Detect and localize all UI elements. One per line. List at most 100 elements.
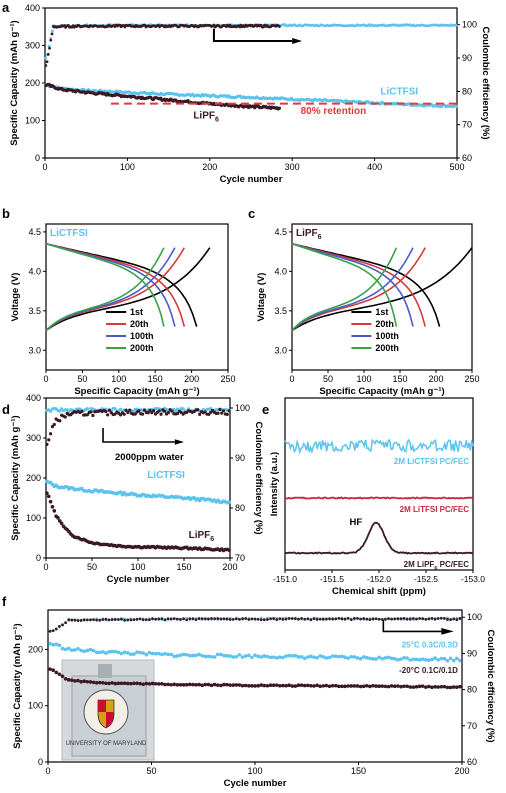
lipf6-ce-point	[85, 413, 89, 417]
lowtemp-ce-point	[148, 618, 151, 622]
rt-capacity-point	[380, 656, 385, 661]
lowtemp-ce-point	[384, 617, 387, 621]
lipf6-ce-point	[80, 409, 84, 414]
lowtemp-ce-point	[284, 617, 288, 621]
rt-label: 25°C 0.3C/0.3D	[402, 641, 458, 650]
rt-capacity-point	[125, 651, 130, 655]
y-tick-label: 300	[25, 41, 40, 51]
discharge-curve	[45, 242, 186, 327]
rt-capacity-point	[442, 656, 447, 661]
lowtemp-capacity-point	[324, 683, 329, 688]
lowtemp-capacity-point	[212, 682, 217, 687]
lowtemp-capacity-point	[187, 682, 192, 687]
lowtemp-capacity-point	[299, 683, 304, 687]
y2-tick-label: 100	[467, 612, 482, 622]
lowtemp-ce-point	[290, 617, 294, 620]
lowtemp-ce-point	[244, 617, 248, 620]
rt-capacity-point	[340, 654, 344, 659]
discharge-curve	[291, 242, 398, 327]
lowtemp-capacity-point	[259, 683, 264, 687]
discharge-curve	[45, 242, 176, 327]
lowtemp-ce-point	[256, 617, 260, 621]
lowtemp-capacity-point	[420, 684, 425, 688]
panel-f: 0 50 100 150 200 0 100 200 Cycle number Specific …	[12, 609, 496, 789]
lowtemp-capacity-point	[430, 685, 434, 690]
rt-capacity-point	[256, 654, 260, 659]
rt-capacity-point	[284, 654, 288, 658]
rt-capacity-point	[234, 655, 239, 659]
lowtemp-ce-point	[48, 629, 52, 633]
y-tick-label: 0	[35, 153, 40, 163]
y-tick-label: 0	[36, 553, 41, 563]
lowtemp-ce-point	[321, 617, 325, 621]
lowtemp-ce-point	[458, 617, 462, 620]
lowtemp-ce-point	[231, 617, 235, 621]
rt-capacity-point	[94, 650, 99, 655]
x-tick-label: 0	[45, 766, 50, 776]
arrow-head-icon	[174, 439, 184, 445]
rt-capacity-point	[281, 655, 285, 660]
lowtemp-capacity-point	[361, 684, 366, 689]
lowtemp-capacity-point	[107, 681, 111, 686]
lowtemp-ce-point	[213, 617, 217, 621]
x-tick-label: 0	[42, 162, 47, 172]
lipf6-ce-point	[227, 409, 231, 413]
lowtemp-capacity-point	[66, 678, 71, 682]
rt-capacity-point	[166, 652, 170, 657]
plot-frame	[284, 397, 474, 571]
rt-capacity-point	[287, 653, 291, 658]
y-axis-label: Voltage (V)	[256, 273, 267, 322]
photo-caption: UNIVERSITY OF MARYLAND	[66, 741, 147, 747]
lowtemp-capacity-point	[147, 682, 152, 686]
lowtemp-ce-point	[200, 617, 204, 621]
rt-capacity-point	[333, 654, 338, 659]
lowtemp-capacity-point	[169, 682, 173, 687]
lowtemp-ce-point	[151, 617, 154, 621]
rt-capacity-point	[122, 650, 127, 655]
x-tick-label: 150	[351, 766, 366, 776]
x-tick-label: 200	[184, 374, 199, 384]
lowtemp-capacity-point	[337, 684, 341, 689]
rt-capacity-point	[246, 653, 251, 658]
x-tick-label: 0	[289, 374, 294, 384]
lowtemp-capacity-point	[222, 682, 226, 687]
lowtemp-ce-point	[144, 618, 148, 622]
shield-quarter	[106, 712, 114, 728]
lowtemp-ce-point	[185, 618, 189, 622]
lowtemp-capacity-point	[129, 681, 133, 686]
rt-capacity-point	[293, 653, 298, 658]
lowtemp-capacity-point	[144, 681, 149, 686]
lowtemp-capacity-point	[402, 684, 406, 689]
x-tick-label: 200	[428, 374, 443, 384]
y-axis-label: Intensity (a.u.)	[269, 452, 280, 516]
lowtemp-ce-point	[415, 617, 418, 621]
lipf6-ce-point	[218, 407, 222, 412]
rt-capacity-point	[278, 655, 282, 659]
lowtemp-ce-point	[331, 617, 335, 621]
lowtemp-ce-point	[293, 617, 297, 621]
lowtemp-ce-point	[70, 618, 74, 622]
lowtemp-ce-point	[138, 617, 142, 621]
rt-capacity-point	[54, 642, 59, 647]
lowtemp-ce-point	[297, 617, 300, 621]
lowtemp-capacity-point	[135, 681, 139, 686]
lowtemp-ce-point	[349, 618, 353, 622]
lowtemp-capacity-point	[150, 681, 155, 686]
lowtemp-ce-point	[266, 618, 269, 621]
lowtemp-ce-point	[362, 617, 366, 620]
lowtemp-ce-point	[312, 617, 316, 621]
lowtemp-ce-point	[73, 618, 77, 622]
lowtemp-ce-point	[238, 617, 241, 621]
lowtemp-capacity-point	[113, 681, 118, 686]
spectrum-label: 2M LiTFSI PC/FEC	[400, 505, 470, 514]
lowtemp-ce-point	[182, 617, 185, 621]
lowtemp-capacity-point	[262, 683, 267, 688]
rt-capacity-point	[222, 653, 226, 658]
lowtemp-ce-point	[216, 617, 220, 620]
rt-capacity-point	[200, 654, 205, 658]
lowtemp-capacity-point	[355, 684, 360, 688]
y-tick-label: 3.5	[28, 306, 41, 316]
y-tick-label: 400	[26, 393, 41, 403]
lictfsi-ce-point	[175, 407, 180, 411]
lowtemp-capacity-point	[284, 683, 288, 688]
